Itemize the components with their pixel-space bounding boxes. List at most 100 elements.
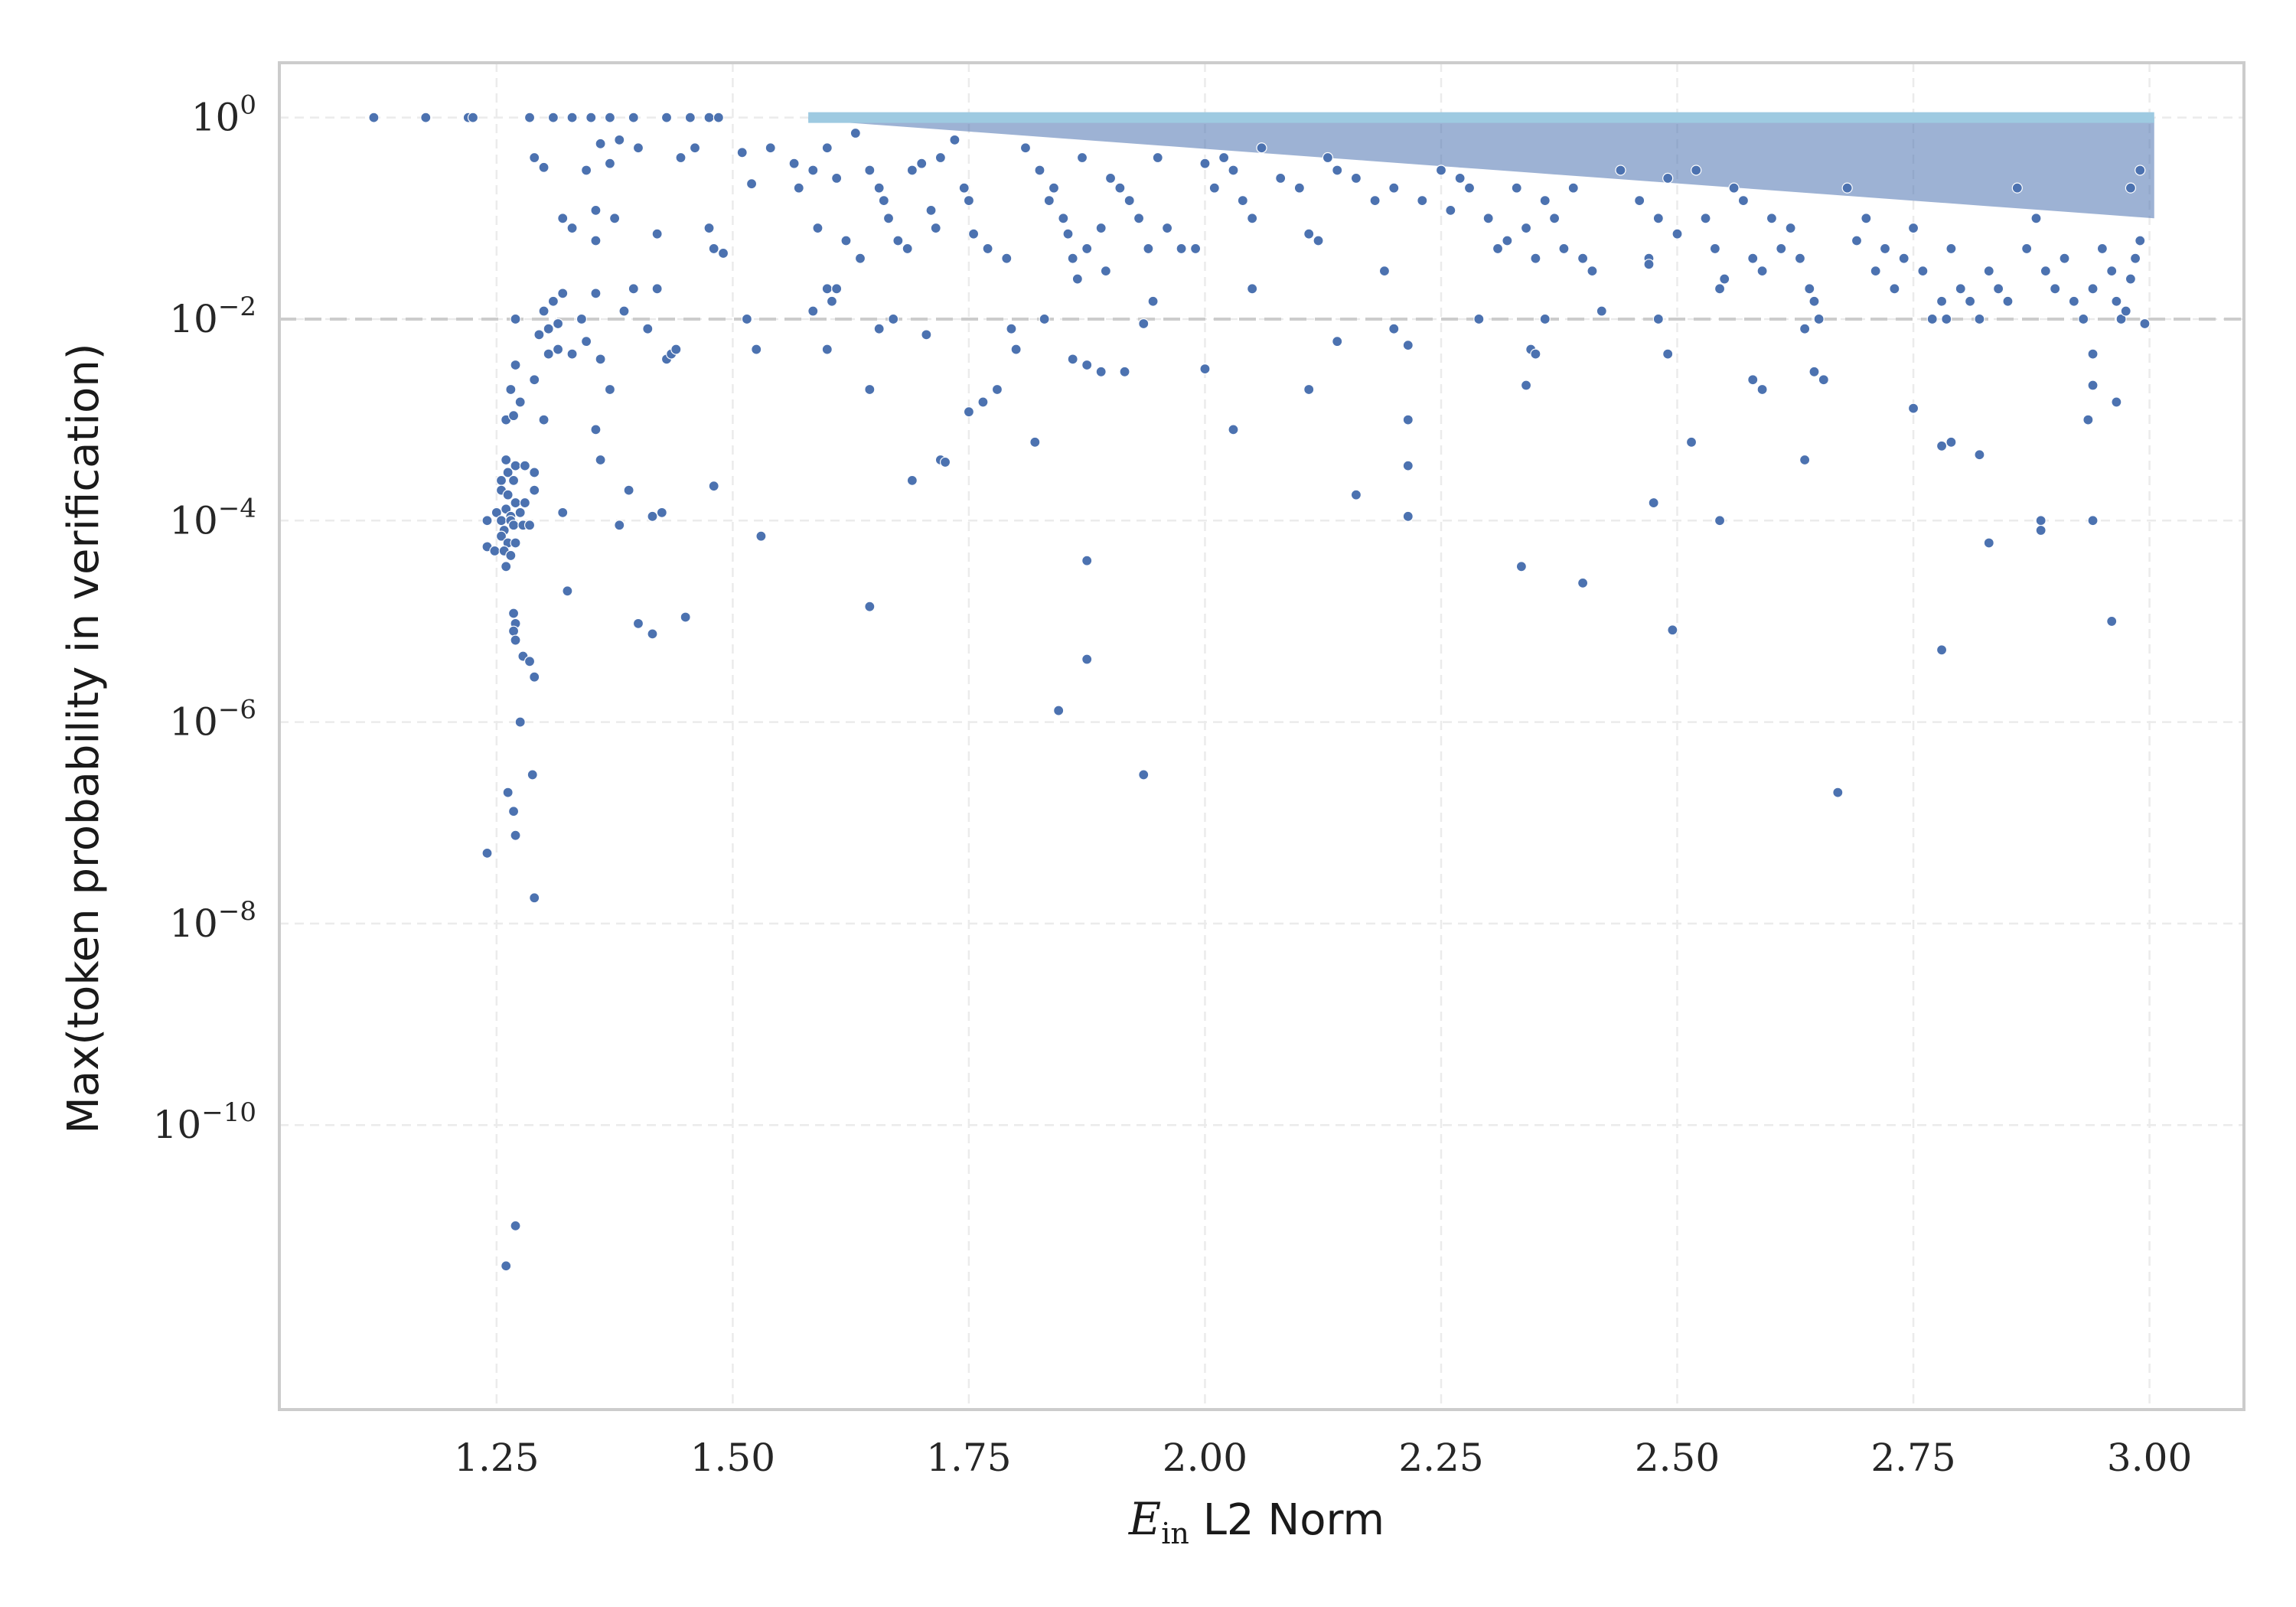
data-point — [1058, 213, 1069, 224]
data-point — [1841, 182, 1853, 194]
data-point — [614, 520, 625, 531]
data-point — [1076, 152, 1088, 164]
data-point — [1945, 243, 1957, 255]
data-point — [1303, 383, 1315, 396]
data-point — [902, 243, 913, 255]
data-point — [1709, 243, 1720, 255]
y-tick-exponent: −6 — [218, 695, 256, 725]
data-point — [1388, 182, 1400, 194]
data-point — [1147, 295, 1159, 307]
data-point — [507, 625, 520, 637]
data-point — [2082, 414, 2094, 425]
data-points — [368, 112, 2151, 1272]
data-point — [507, 474, 520, 486]
data-point — [1714, 283, 1726, 295]
data-point — [420, 112, 432, 123]
data-point — [1577, 253, 1589, 264]
data-point — [807, 165, 819, 176]
data-point — [1435, 165, 1447, 176]
data-point — [689, 142, 701, 154]
data-point — [1502, 235, 1513, 246]
data-point — [939, 456, 951, 468]
data-point — [930, 222, 941, 234]
data-point — [1303, 228, 1315, 240]
data-point — [745, 178, 758, 190]
data-point — [873, 182, 885, 194]
data-point — [604, 112, 616, 123]
data-point — [736, 147, 748, 158]
x-tick-label: 2.25 — [1398, 1436, 1483, 1480]
data-point — [821, 344, 833, 355]
data-point — [1889, 283, 1900, 295]
data-point — [642, 323, 654, 334]
data-point — [1785, 222, 1796, 234]
data-point — [1482, 213, 1494, 224]
data-point — [1907, 403, 1919, 414]
x-tick-label: 1.25 — [454, 1436, 539, 1480]
data-point — [949, 134, 960, 145]
dense-band-top — [808, 112, 2154, 123]
data-point — [1799, 323, 1811, 334]
x-tick-label: 2.50 — [1635, 1436, 1720, 1480]
data-point — [1936, 295, 1948, 307]
data-point — [604, 158, 616, 169]
x-axis-label-symbol: E — [1128, 1493, 1161, 1545]
data-point — [1275, 172, 1287, 184]
dense-band — [808, 112, 2154, 219]
data-point — [1558, 243, 1570, 255]
data-point — [708, 481, 719, 492]
data-point — [991, 383, 1003, 396]
data-point — [788, 158, 800, 169]
data-point — [1577, 577, 1589, 588]
x-axis-label: Ein L2 Norm — [1128, 1493, 1384, 1550]
data-point — [590, 288, 602, 299]
data-point — [713, 112, 724, 123]
data-point — [523, 656, 536, 667]
data-point — [1237, 195, 1248, 207]
data-point — [2120, 305, 2131, 317]
data-point — [2106, 266, 2118, 277]
data-point — [1567, 182, 1579, 194]
data-point — [2087, 283, 2099, 295]
data-point — [1152, 152, 1163, 164]
data-point — [934, 152, 946, 164]
data-point — [1313, 235, 1324, 246]
data-point — [831, 172, 843, 184]
data-point — [708, 243, 719, 255]
data-point — [618, 305, 630, 317]
data-point — [840, 235, 852, 246]
data-point — [501, 454, 512, 466]
data-point — [1138, 769, 1150, 781]
data-point — [495, 474, 507, 486]
data-point — [873, 323, 885, 334]
data-point — [1926, 313, 1938, 325]
y-tick-label: 100 — [191, 90, 256, 140]
data-point — [1520, 380, 1532, 391]
data-point — [1965, 295, 1976, 307]
data-point — [1218, 152, 1230, 164]
data-point — [1652, 213, 1664, 224]
data-point — [1898, 253, 1910, 264]
data-point — [1402, 510, 1414, 522]
data-point — [1378, 266, 1391, 277]
data-point — [529, 374, 540, 386]
data-point — [1100, 266, 1111, 277]
data-point — [1208, 182, 1220, 194]
data-point — [1199, 158, 1211, 169]
data-point — [2078, 313, 2089, 325]
data-point — [1596, 305, 1607, 317]
y-tick-base: 10 — [153, 1103, 202, 1147]
data-point — [507, 520, 520, 531]
data-point — [538, 161, 550, 173]
data-point — [580, 336, 592, 347]
data-point — [1955, 283, 1966, 295]
data-point — [906, 474, 918, 486]
data-point — [1119, 366, 1130, 377]
data-point — [510, 313, 521, 325]
data-point — [514, 396, 526, 408]
data-point — [1369, 195, 1381, 207]
data-point — [1350, 489, 1362, 500]
data-point — [2135, 235, 2146, 246]
data-point — [1228, 424, 1239, 435]
